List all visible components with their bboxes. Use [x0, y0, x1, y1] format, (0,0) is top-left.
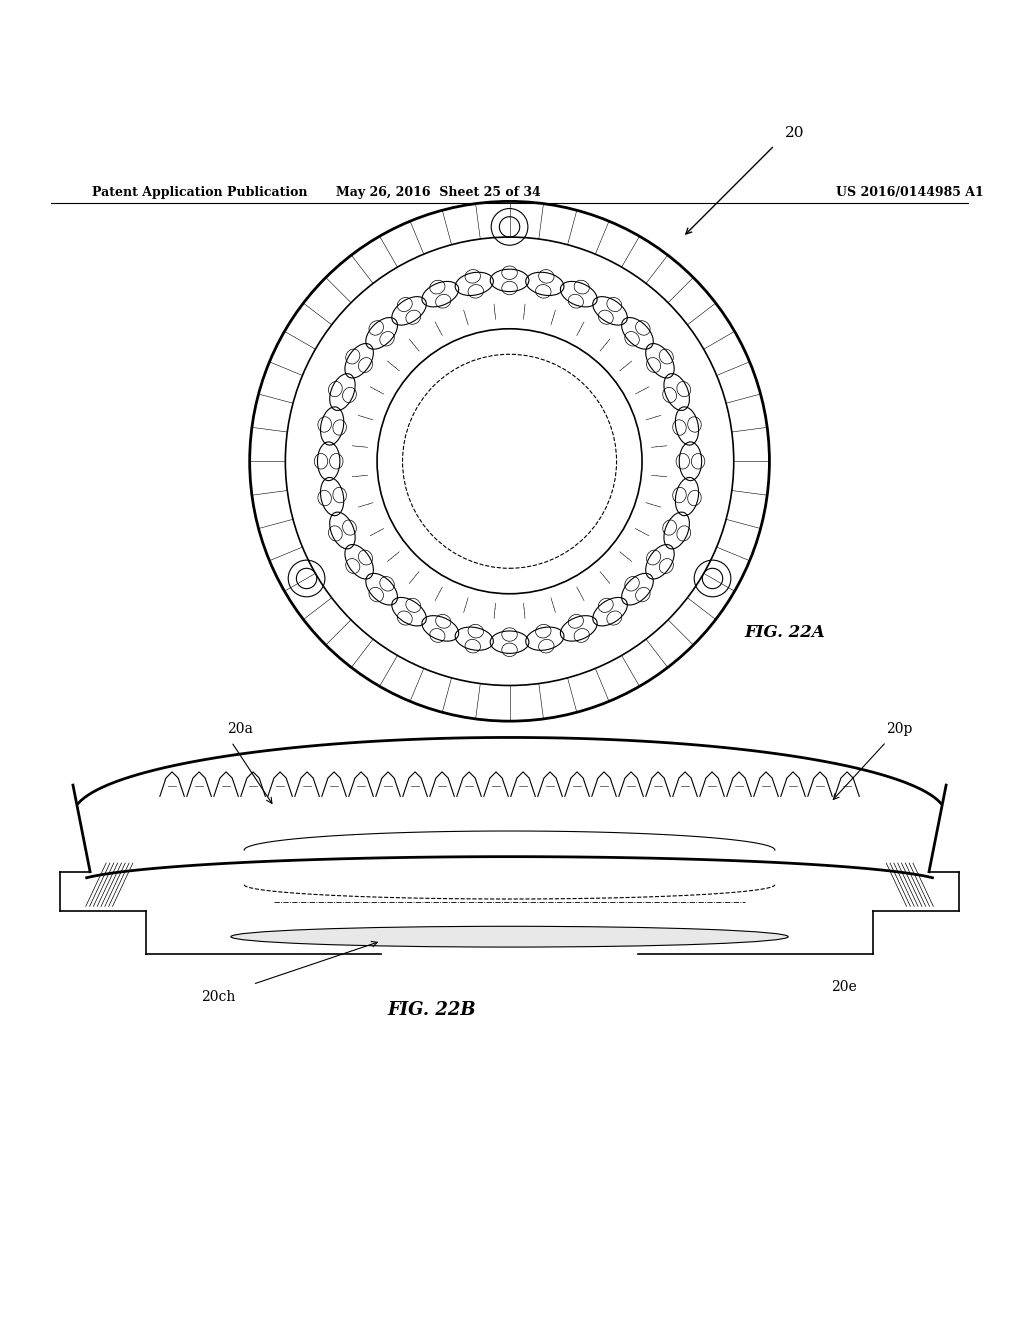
Ellipse shape [230, 927, 788, 946]
Text: Patent Application Publication: Patent Application Publication [92, 186, 307, 199]
Text: 20: 20 [784, 127, 804, 140]
Text: FIG. 22A: FIG. 22A [744, 624, 824, 642]
Text: 20e: 20e [830, 979, 856, 994]
Text: US 2016/0144985 A1: US 2016/0144985 A1 [836, 186, 983, 199]
Text: 20ch: 20ch [202, 990, 236, 1005]
Text: 20p: 20p [886, 722, 912, 735]
Text: May 26, 2016  Sheet 25 of 34: May 26, 2016 Sheet 25 of 34 [336, 186, 541, 199]
Text: 20a: 20a [227, 722, 253, 735]
Text: FIG. 22B: FIG. 22B [387, 1002, 476, 1019]
